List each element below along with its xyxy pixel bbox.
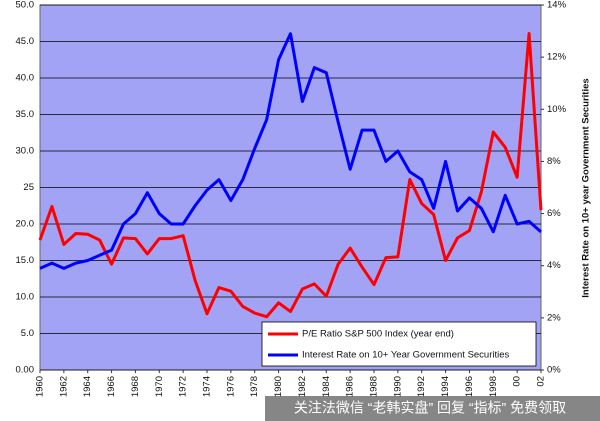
series-line <box>39 32 542 270</box>
x-tick-label: 1988 <box>369 376 380 397</box>
y2-tick-label: 12% <box>547 52 567 63</box>
legend-label: Interest Rate on 10+ Year Government Sec… <box>302 350 510 361</box>
x-tick-label: 1974 <box>202 376 213 397</box>
x-tick-label: 00 <box>512 376 523 387</box>
x-tick-label: 1970 <box>154 376 165 397</box>
x-tick-label: 1982 <box>297 376 308 397</box>
y2-axis-title: Interest Rate on 10+ year Government Sec… <box>581 78 592 297</box>
x-tick-label: 1984 <box>321 376 332 397</box>
x-tick-label: 1990 <box>392 376 403 397</box>
x-tick-label: 1976 <box>225 376 236 397</box>
y2-tick-label: 2% <box>547 312 561 323</box>
x-tick-label: 1996 <box>464 376 475 397</box>
x-tick-label: 1994 <box>440 376 451 397</box>
y-tick-label: 10.0 <box>16 292 35 303</box>
y-tick-label: 20.0 <box>16 219 35 230</box>
x-tick-label: 1972 <box>178 376 189 397</box>
y2-tick-label: 4% <box>547 260 561 271</box>
y-tick-label: 35.0 <box>16 109 35 120</box>
x-tick-label: 1968 <box>130 376 141 397</box>
y2-tick-label: 14% <box>547 0 567 11</box>
x-tick-label: 1964 <box>82 376 93 397</box>
x-tick-label: 1960 <box>35 376 46 397</box>
y-tick-label: 45.0 <box>16 36 35 47</box>
lines <box>38 31 543 319</box>
series-line <box>38 31 543 319</box>
x-tick-label: 1962 <box>58 376 69 397</box>
x-tick-label: 1998 <box>488 376 499 397</box>
y2-tick-label: 10% <box>547 104 567 115</box>
y-tick-label: 0.00 <box>16 365 35 376</box>
y-tick-label: 5.0 <box>21 328 34 339</box>
legend <box>261 321 537 367</box>
y2-tick-label: 8% <box>547 156 561 167</box>
x-tick-label: 1978 <box>249 376 260 397</box>
x-tick-label: 1980 <box>273 376 284 397</box>
watermark-bg <box>265 396 600 421</box>
y-tick-label: 40.0 <box>16 73 35 84</box>
y-tick-label: 25 <box>23 182 34 193</box>
y-tick-label: 50.0 <box>16 0 35 11</box>
y2-tick-label: 6% <box>547 208 561 219</box>
x-tick-label: 1986 <box>345 376 356 397</box>
y-tick-label: 15.0 <box>16 255 35 266</box>
y-tick-label: 30.0 <box>16 146 35 157</box>
y2-tick-label: 0% <box>547 365 561 376</box>
watermark: 关注法微信 “老韩实盘” 回复 “指标” 免费领取 <box>294 400 566 416</box>
x-tick-label: 1966 <box>106 376 117 397</box>
legend-label: P/E Ratio S&P 500 Index (year end) <box>302 329 454 340</box>
x-tick-label: 02 <box>536 376 547 387</box>
x-tick-label: 1992 <box>416 376 427 397</box>
